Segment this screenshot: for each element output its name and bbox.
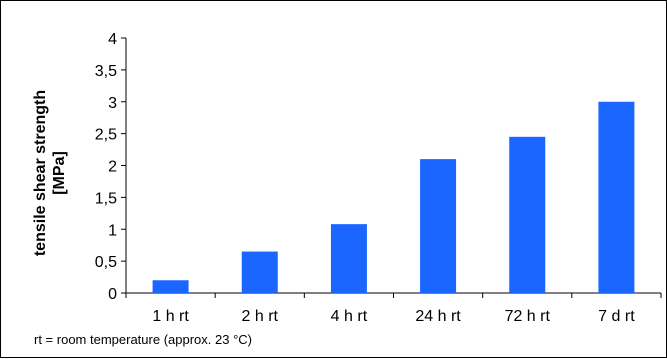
x-tick-label: 7 d rt — [598, 308, 635, 325]
x-tick-label: 24 h rt — [415, 308, 461, 325]
y-tick-label: 4 — [108, 31, 117, 48]
y-tick-label: 0,5 — [95, 254, 117, 271]
bar-72-h-rt — [509, 136, 546, 293]
y-axis-title-line-2: [MPa] — [51, 151, 68, 195]
y-tick-group: 0 0,5 1 1,5 2 2,5 3 3,5 4 — [95, 31, 126, 303]
y-tick-label: 0 — [108, 286, 117, 303]
bar-24-h-rt — [420, 159, 457, 293]
bar-2-h-rt — [241, 251, 278, 293]
bar-4-h-rt — [330, 224, 367, 293]
y-axis-title: tensile shear strength [MPa] — [32, 90, 68, 256]
y-tick-label: 3 — [108, 95, 117, 112]
y-tick-label: 2,5 — [95, 127, 117, 144]
x-tick-label: 72 h rt — [505, 308, 551, 325]
footnote: rt = room temperature (approx. 23 °C) — [34, 332, 252, 347]
y-axis-title-line-1: tensile shear strength — [32, 90, 49, 256]
axes — [125, 38, 662, 298]
x-tick-label: 2 h rt — [242, 308, 279, 325]
x-tick-label: 1 h rt — [152, 308, 189, 325]
x-tick-label: 4 h rt — [331, 308, 368, 325]
y-tick-label: 2 — [108, 159, 117, 176]
x-tick-label-group: 1 h rt 2 h rt 4 h rt 24 h rt 72 h rt 7 d rt — [152, 308, 635, 325]
bar-1-h-rt — [152, 280, 189, 293]
y-tick-label: 1,5 — [95, 190, 117, 207]
y-tick-label: 1 — [108, 222, 117, 239]
bar-group — [152, 101, 635, 293]
bar-7-d-rt — [598, 101, 635, 293]
y-tick-label: 3,5 — [95, 63, 117, 80]
